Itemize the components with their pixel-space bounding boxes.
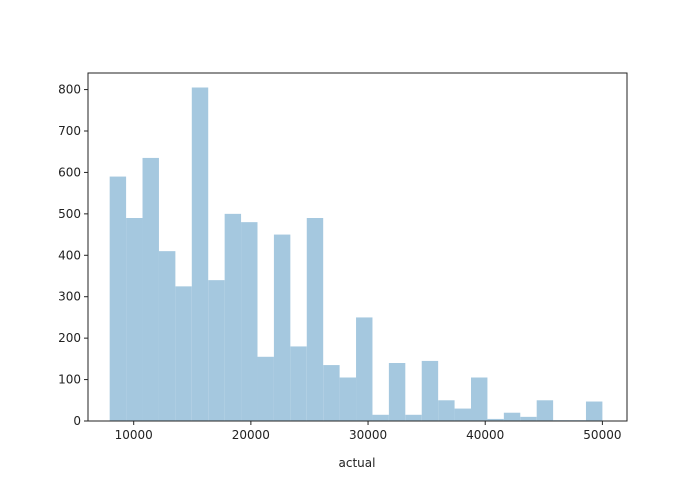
- bar: [224, 213, 242, 421]
- bar: [175, 286, 192, 421]
- y-tick-label: 0: [73, 414, 81, 428]
- plot-frame: [87, 72, 628, 422]
- bar: [109, 176, 127, 421]
- y-tick-label: 200: [58, 331, 81, 345]
- bar: [585, 401, 603, 421]
- bar: [339, 377, 357, 421]
- x-tick-label: 10000: [115, 428, 153, 442]
- bar: [257, 356, 274, 421]
- bar: [323, 365, 340, 421]
- bar: [388, 363, 406, 421]
- x-tick-label: 30000: [349, 428, 387, 442]
- bar: [126, 218, 143, 421]
- bar: [454, 408, 472, 421]
- bar: [520, 416, 537, 421]
- y-tick-label: 300: [58, 290, 81, 304]
- y-tick-label: 400: [58, 248, 81, 262]
- bar: [273, 234, 291, 421]
- bar: [503, 412, 521, 421]
- y-tick-label: 500: [58, 207, 81, 221]
- bar: [142, 157, 159, 421]
- x-tick-label: 40000: [466, 428, 504, 442]
- y-tick-label: 100: [58, 373, 81, 387]
- bar: [208, 280, 225, 421]
- x-axis-label: actual: [339, 456, 376, 470]
- bar: [421, 360, 439, 421]
- bar: [487, 418, 504, 421]
- bar: [438, 400, 455, 421]
- bar: [241, 222, 258, 421]
- bar: [405, 414, 422, 421]
- y-tick-label: 600: [58, 165, 81, 179]
- bar: [372, 414, 389, 421]
- x-tick-label: 50000: [583, 428, 621, 442]
- bar: [306, 218, 324, 421]
- bar: [471, 377, 488, 421]
- y-tick-label: 700: [58, 124, 81, 138]
- bar: [290, 346, 307, 421]
- bar: [158, 251, 176, 421]
- x-tick-label: 20000: [232, 428, 270, 442]
- y-tick-label: 800: [58, 83, 81, 97]
- bar: [191, 87, 209, 421]
- bar: [536, 400, 554, 421]
- bar: [356, 317, 373, 421]
